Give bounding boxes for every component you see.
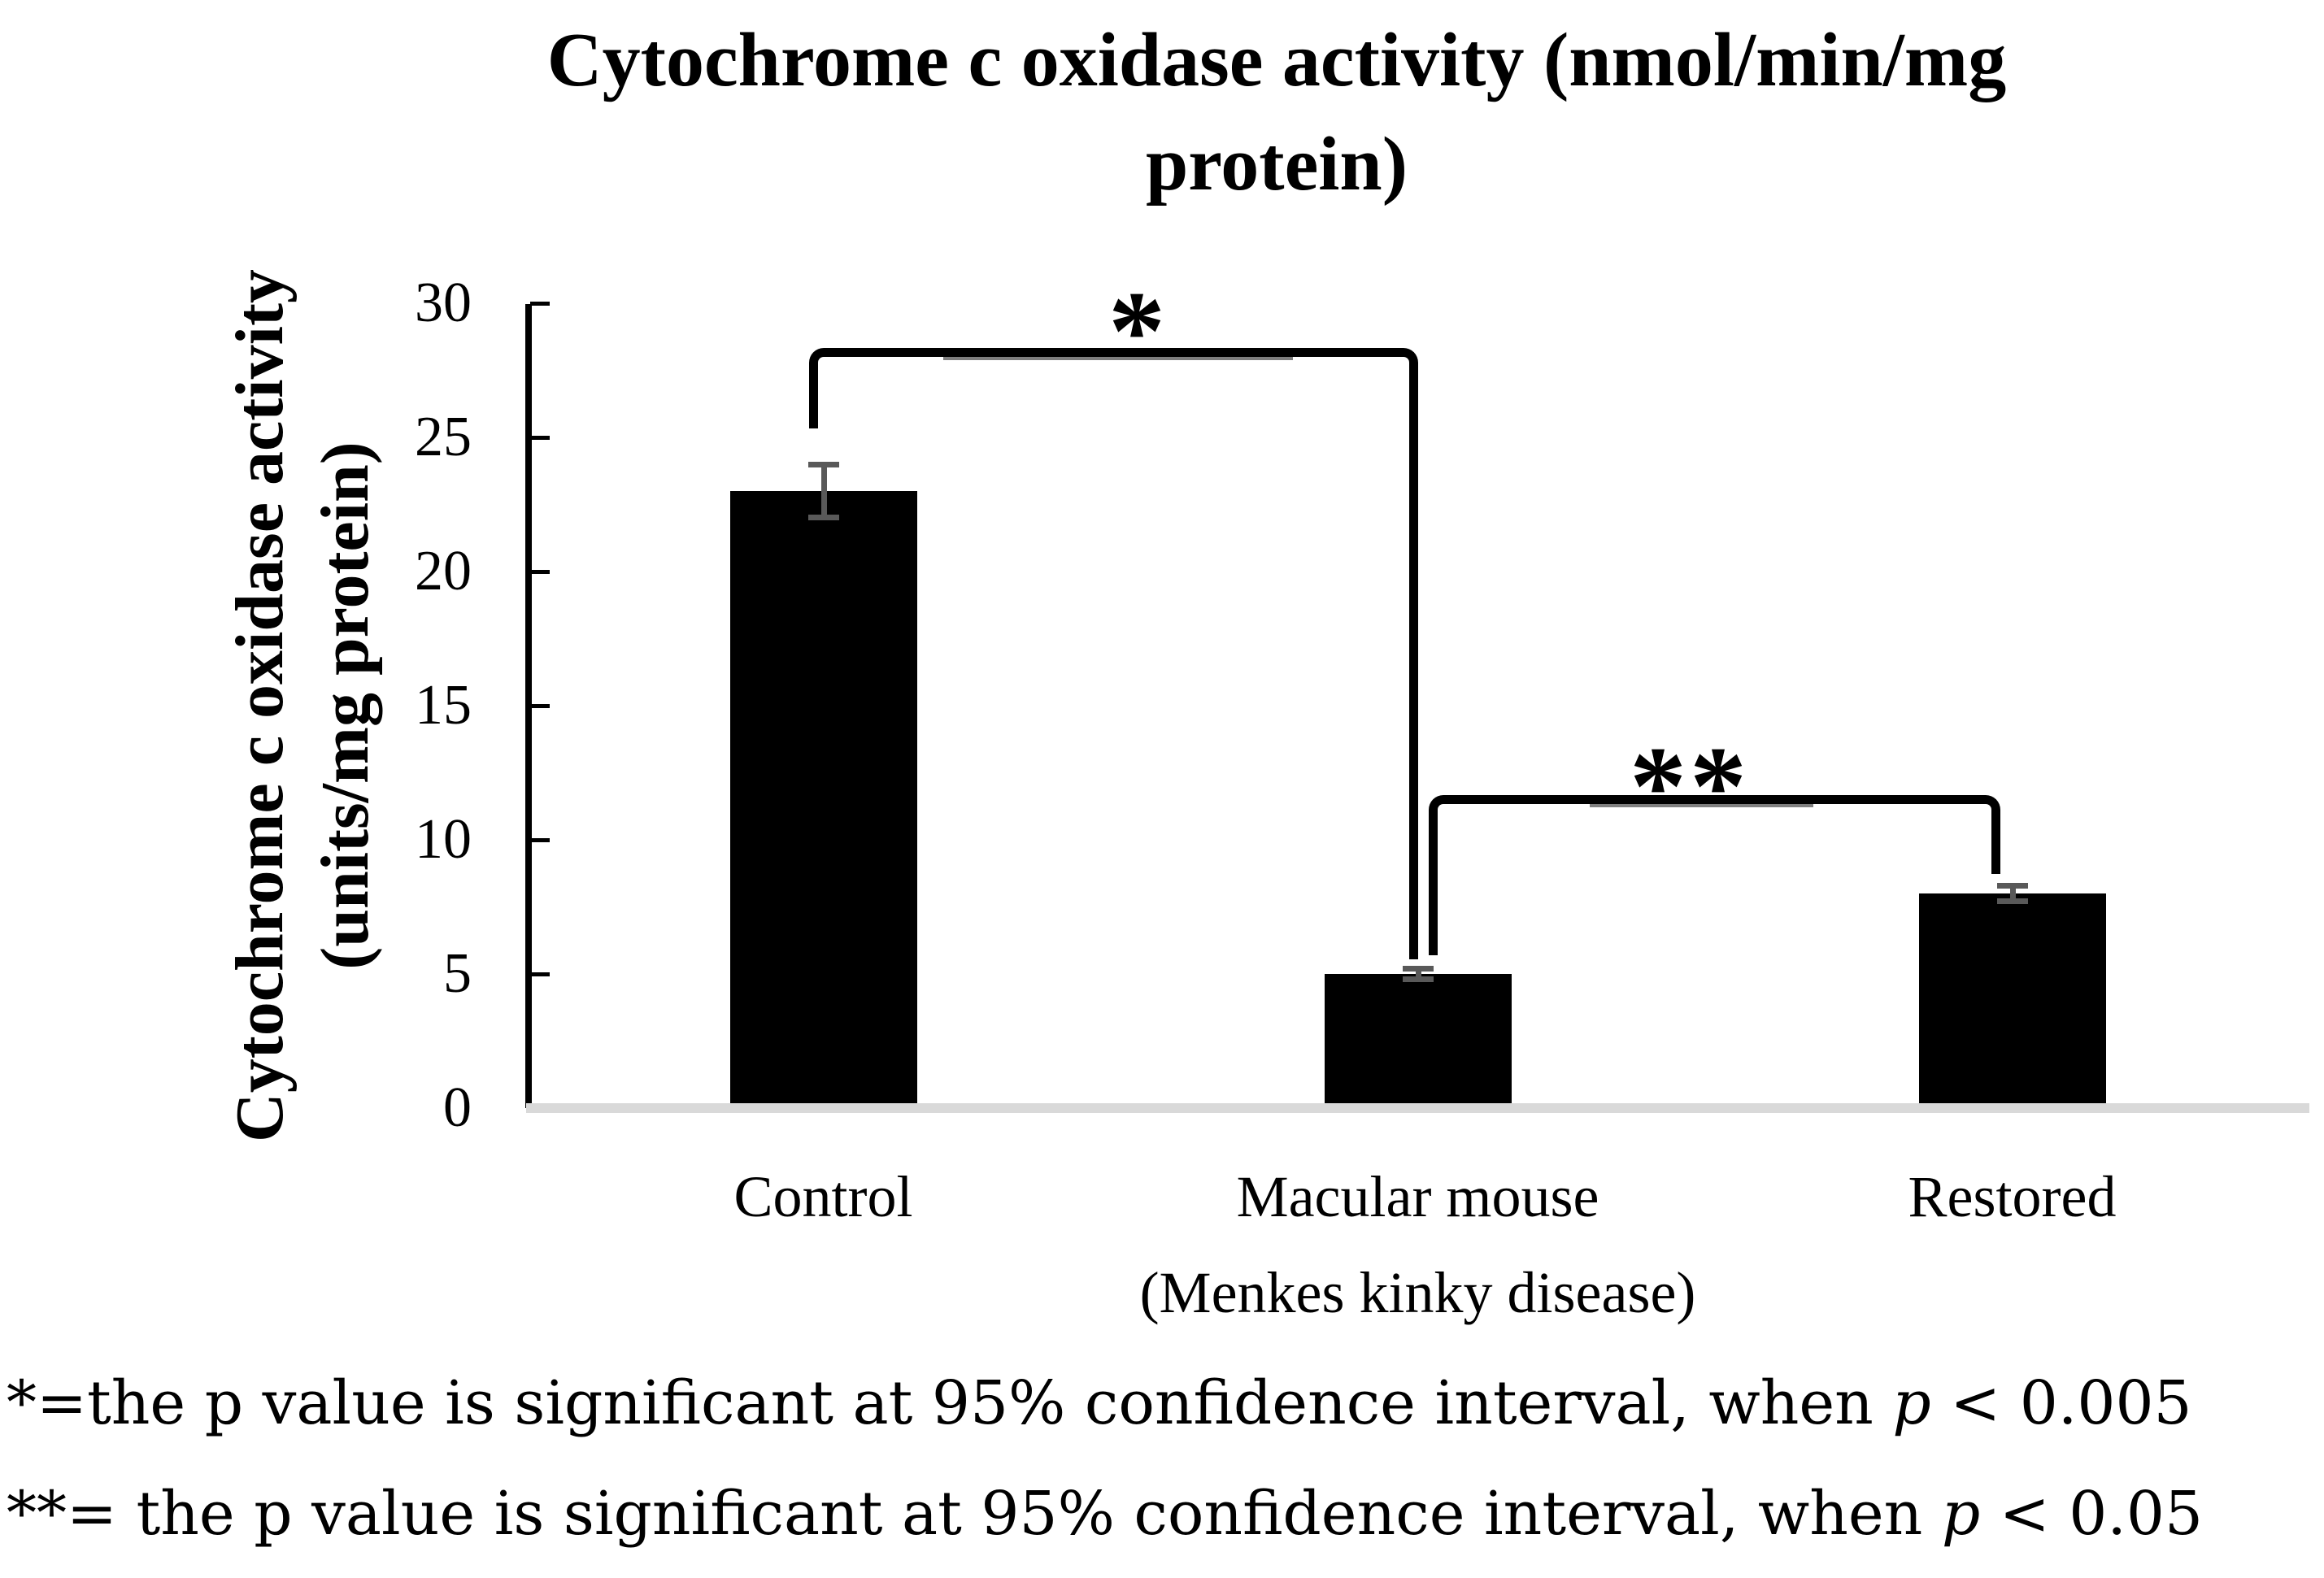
significance-bracket-2-shadow bbox=[1590, 804, 1813, 807]
x-category-label-2-line1: Restored bbox=[1908, 1164, 2117, 1229]
y-axis-line bbox=[525, 304, 532, 1108]
footnote-2: **= the p value is significant at 95% co… bbox=[7, 1476, 2203, 1551]
y-tick-mark bbox=[530, 838, 550, 842]
error-bar-cap-bottom-1 bbox=[1402, 976, 1434, 982]
footnote-1-p-symbol: p bbox=[1892, 1368, 1931, 1438]
y-tick-mark bbox=[530, 704, 550, 708]
y-tick-mark bbox=[530, 972, 550, 976]
bar-1 bbox=[1324, 974, 1512, 1108]
y-tick-label: 5 bbox=[443, 942, 472, 1005]
x-category-label-1-line2: (Menkes kinky disease) bbox=[1139, 1260, 1696, 1325]
chart-title-line2: protein) bbox=[1145, 122, 1408, 206]
error-bar-cap-top-0 bbox=[807, 461, 839, 467]
error-bar-0 bbox=[820, 461, 827, 521]
y-tick-label: 25 bbox=[415, 406, 472, 468]
x-category-label-1: Macular mouse (Menkes kinky disease) bbox=[1052, 1149, 1784, 1341]
y-tick-mark bbox=[530, 570, 550, 574]
significance-bracket-2-left-leg bbox=[1429, 863, 1438, 955]
y-tick-mark bbox=[530, 436, 550, 440]
significance-bracket-2 bbox=[1429, 795, 2000, 874]
footnote-2-threshold: < 0.05 bbox=[1980, 1479, 2204, 1549]
x-category-label-0-line1: Control bbox=[733, 1164, 913, 1229]
chart-title-line1: Cytochrome c oxidase activity (nmol/min/… bbox=[546, 18, 2007, 102]
x-category-label-0: Control bbox=[458, 1149, 1190, 1245]
error-bar-cap-bottom-0 bbox=[807, 515, 839, 521]
footnote-2-p-symbol: p bbox=[1941, 1479, 1981, 1549]
x-axis-baseline bbox=[526, 1103, 2309, 1113]
error-bar-cap-bottom-2 bbox=[1996, 898, 2028, 905]
footnote-2-text: **= the p value is significant at 95% co… bbox=[7, 1479, 1942, 1549]
error-bar-2 bbox=[2009, 882, 2016, 905]
significance-star-2: ** bbox=[1630, 724, 1750, 850]
significance-bracket-1-right-leg bbox=[1409, 419, 1418, 959]
bar-2 bbox=[1918, 893, 2106, 1108]
error-bar-1 bbox=[1415, 966, 1421, 982]
footnote-1-text: *=the p value is significant at 95% conf… bbox=[7, 1368, 1893, 1438]
y-tick-label: 10 bbox=[415, 808, 472, 871]
y-tick-mark bbox=[530, 302, 550, 306]
error-bar-cap-top-1 bbox=[1402, 966, 1434, 972]
y-axis-title-line1: Cytochrome c oxidase activity bbox=[222, 269, 298, 1142]
significance-star-1: * bbox=[1108, 268, 1165, 394]
y-tick-label: 15 bbox=[415, 674, 472, 737]
x-category-label-1-line1: Macular mouse bbox=[1236, 1164, 1599, 1229]
footnote-1: *=the p value is significant at 95% conf… bbox=[7, 1366, 2192, 1441]
y-tick-label: 20 bbox=[415, 540, 472, 602]
significance-bracket-1-shadow bbox=[943, 357, 1293, 360]
y-tick-label: 30 bbox=[415, 272, 472, 334]
error-bar-cap-top-2 bbox=[1996, 882, 2028, 889]
significance-bracket-1 bbox=[809, 348, 1418, 428]
chart-title: Cytochrome c oxidase activity (nmol/min/… bbox=[236, 8, 2317, 216]
bar-0 bbox=[729, 491, 917, 1108]
x-category-label-2: Restored bbox=[1647, 1149, 2324, 1245]
y-tick-label: 0 bbox=[443, 1076, 472, 1139]
footnote-1-threshold: < 0.005 bbox=[1930, 1368, 2192, 1438]
